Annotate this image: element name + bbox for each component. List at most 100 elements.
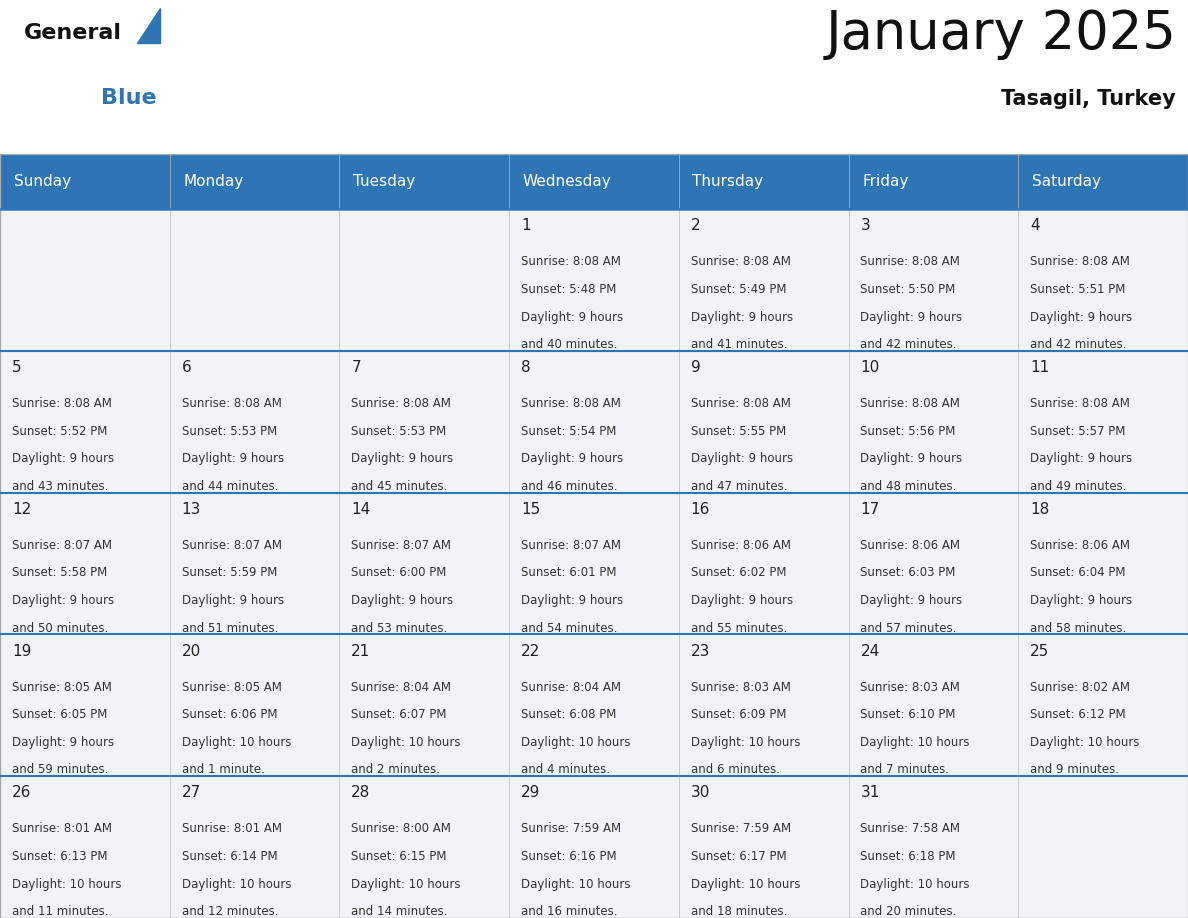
Text: Sunrise: 8:02 AM: Sunrise: 8:02 AM	[1030, 680, 1130, 693]
Text: Daylight: 9 hours: Daylight: 9 hours	[690, 594, 792, 607]
Text: and 42 minutes.: and 42 minutes.	[1030, 338, 1126, 352]
Text: Daylight: 10 hours: Daylight: 10 hours	[860, 878, 969, 890]
Text: 5: 5	[12, 360, 21, 375]
Text: Sunrise: 8:07 AM: Sunrise: 8:07 AM	[12, 539, 112, 552]
Text: Sunrise: 8:01 AM: Sunrise: 8:01 AM	[12, 823, 112, 835]
Bar	[678, 634, 848, 777]
Text: Sunrise: 8:08 AM: Sunrise: 8:08 AM	[522, 255, 621, 268]
Text: and 46 minutes.: and 46 minutes.	[522, 480, 618, 493]
Text: 22: 22	[522, 644, 541, 658]
Bar	[340, 209, 510, 351]
Text: Sunset: 6:13 PM: Sunset: 6:13 PM	[12, 850, 107, 863]
Bar	[170, 777, 340, 918]
Bar	[848, 777, 1018, 918]
Text: Wednesday: Wednesday	[523, 174, 612, 189]
Text: 12: 12	[12, 502, 31, 517]
Bar	[678, 777, 848, 918]
Text: Sunrise: 8:03 AM: Sunrise: 8:03 AM	[690, 680, 790, 693]
Text: Daylight: 10 hours: Daylight: 10 hours	[182, 878, 291, 890]
Text: Sunset: 5:59 PM: Sunset: 5:59 PM	[182, 566, 277, 579]
Text: Daylight: 9 hours: Daylight: 9 hours	[182, 453, 284, 465]
Bar	[510, 777, 678, 918]
Text: and 40 minutes.: and 40 minutes.	[522, 338, 618, 352]
Text: Daylight: 9 hours: Daylight: 9 hours	[690, 310, 792, 323]
Bar	[848, 351, 1018, 493]
Text: Sunrise: 8:08 AM: Sunrise: 8:08 AM	[522, 397, 621, 410]
Bar	[0, 634, 170, 777]
Bar	[510, 493, 678, 634]
Text: 17: 17	[860, 502, 879, 517]
Text: Sunrise: 8:03 AM: Sunrise: 8:03 AM	[860, 680, 960, 693]
Text: Daylight: 9 hours: Daylight: 9 hours	[352, 594, 454, 607]
Text: Sunday: Sunday	[13, 174, 71, 189]
Text: 30: 30	[690, 786, 710, 800]
Bar	[0, 209, 170, 351]
Text: and 1 minute.: and 1 minute.	[182, 764, 265, 777]
Text: Daylight: 10 hours: Daylight: 10 hours	[352, 736, 461, 749]
Text: Sunset: 6:05 PM: Sunset: 6:05 PM	[12, 708, 107, 722]
Text: 1: 1	[522, 218, 531, 233]
Text: Daylight: 9 hours: Daylight: 9 hours	[522, 594, 624, 607]
Bar	[170, 209, 340, 351]
Text: and 51 minutes.: and 51 minutes.	[182, 621, 278, 634]
Text: 8: 8	[522, 360, 531, 375]
Text: Sunset: 6:02 PM: Sunset: 6:02 PM	[690, 566, 786, 579]
Text: Sunset: 5:53 PM: Sunset: 5:53 PM	[182, 425, 277, 438]
Text: Sunrise: 8:04 AM: Sunrise: 8:04 AM	[352, 680, 451, 693]
Text: Sunrise: 8:05 AM: Sunrise: 8:05 AM	[12, 680, 112, 693]
Text: and 18 minutes.: and 18 minutes.	[690, 905, 788, 918]
Text: Daylight: 9 hours: Daylight: 9 hours	[1030, 310, 1132, 323]
Text: 20: 20	[182, 644, 201, 658]
Bar	[1018, 209, 1188, 351]
Text: Blue: Blue	[101, 88, 157, 108]
Text: 18: 18	[1030, 502, 1049, 517]
Text: Thursday: Thursday	[693, 174, 764, 189]
Bar	[510, 351, 678, 493]
Text: and 50 minutes.: and 50 minutes.	[12, 621, 108, 634]
Text: and 53 minutes.: and 53 minutes.	[352, 621, 448, 634]
Text: Daylight: 10 hours: Daylight: 10 hours	[352, 878, 461, 890]
Bar	[170, 493, 340, 634]
Bar	[1018, 154, 1188, 209]
Text: Sunrise: 8:07 AM: Sunrise: 8:07 AM	[182, 539, 282, 552]
Bar	[170, 634, 340, 777]
Text: and 59 minutes.: and 59 minutes.	[12, 764, 108, 777]
Text: Sunset: 6:17 PM: Sunset: 6:17 PM	[690, 850, 786, 863]
Text: and 47 minutes.: and 47 minutes.	[690, 480, 788, 493]
Text: and 9 minutes.: and 9 minutes.	[1030, 764, 1119, 777]
Text: 26: 26	[12, 786, 31, 800]
Text: Sunrise: 8:08 AM: Sunrise: 8:08 AM	[1030, 397, 1130, 410]
Text: Daylight: 9 hours: Daylight: 9 hours	[1030, 594, 1132, 607]
Bar	[0, 493, 170, 634]
Text: Sunrise: 8:07 AM: Sunrise: 8:07 AM	[352, 539, 451, 552]
Text: Daylight: 9 hours: Daylight: 9 hours	[860, 453, 962, 465]
Bar	[0, 154, 170, 209]
Text: Daylight: 9 hours: Daylight: 9 hours	[1030, 453, 1132, 465]
Text: Sunrise: 8:08 AM: Sunrise: 8:08 AM	[860, 255, 960, 268]
Text: and 44 minutes.: and 44 minutes.	[182, 480, 278, 493]
Text: 19: 19	[12, 644, 31, 658]
Text: Sunrise: 7:58 AM: Sunrise: 7:58 AM	[860, 823, 960, 835]
Text: Sunrise: 8:06 AM: Sunrise: 8:06 AM	[860, 539, 960, 552]
Text: Sunrise: 8:00 AM: Sunrise: 8:00 AM	[352, 823, 451, 835]
Text: Sunset: 5:52 PM: Sunset: 5:52 PM	[12, 425, 107, 438]
Text: Sunset: 5:54 PM: Sunset: 5:54 PM	[522, 425, 617, 438]
Text: Sunrise: 8:08 AM: Sunrise: 8:08 AM	[690, 255, 790, 268]
Text: and 16 minutes.: and 16 minutes.	[522, 905, 618, 918]
Text: Sunset: 6:00 PM: Sunset: 6:00 PM	[352, 566, 447, 579]
Text: Daylight: 10 hours: Daylight: 10 hours	[690, 736, 801, 749]
Text: Tasagil, Turkey: Tasagil, Turkey	[1001, 89, 1176, 109]
Text: Sunrise: 8:08 AM: Sunrise: 8:08 AM	[182, 397, 282, 410]
Bar	[0, 351, 170, 493]
Text: and 55 minutes.: and 55 minutes.	[690, 621, 786, 634]
Text: and 11 minutes.: and 11 minutes.	[12, 905, 108, 918]
Text: and 45 minutes.: and 45 minutes.	[352, 480, 448, 493]
Text: and 20 minutes.: and 20 minutes.	[860, 905, 956, 918]
Text: and 57 minutes.: and 57 minutes.	[860, 621, 956, 634]
Text: and 42 minutes.: and 42 minutes.	[860, 338, 958, 352]
Text: Daylight: 9 hours: Daylight: 9 hours	[522, 310, 624, 323]
Text: Sunrise: 8:07 AM: Sunrise: 8:07 AM	[522, 539, 621, 552]
Text: Daylight: 9 hours: Daylight: 9 hours	[860, 310, 962, 323]
Text: and 14 minutes.: and 14 minutes.	[352, 905, 448, 918]
Text: Daylight: 9 hours: Daylight: 9 hours	[690, 453, 792, 465]
